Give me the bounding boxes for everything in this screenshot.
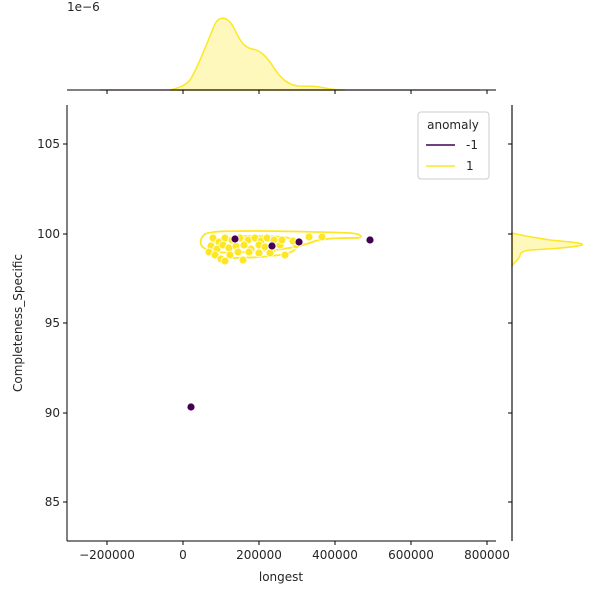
x-tick-label: 400000 [312,548,358,562]
x-tick-label: 600000 [388,548,434,562]
x-tick-label: −200000 [79,548,135,562]
x-tick-label: 800000 [464,548,510,562]
x-axis-label: longest [259,570,304,584]
y-tick-label: 105 [37,137,60,151]
top-kde-anomaly-1 [169,17,346,91]
outlier-points [186,234,375,412]
x-tick-label: 200000 [236,548,282,562]
legend-label-1: 1 [466,159,474,173]
y-ticks [63,143,67,503]
top-marginal-offset-label: 1e−6 [67,0,100,14]
y-axis-label: Completeness_Specific [11,254,25,392]
top-marginal-kde: 1e−6 [67,0,496,94]
main-axes: 105 100 95 90 85 −200000 0 200000 400000… [11,105,510,584]
legend: anomaly -1 1 [417,111,490,180]
y-tick-label: 90 [45,406,60,420]
right-kde-anomaly-1 [511,232,584,269]
y-tick-label: 100 [37,227,60,241]
inlier-points [204,232,327,266]
x-ticks [106,541,488,545]
y-tick-label: 85 [45,495,60,509]
y-tick-label: 95 [45,316,60,330]
legend-label-neg1: -1 [466,138,478,152]
right-marginal-kde [508,105,584,541]
legend-title: anomaly [427,118,479,132]
x-tick-label: 0 [179,548,187,562]
